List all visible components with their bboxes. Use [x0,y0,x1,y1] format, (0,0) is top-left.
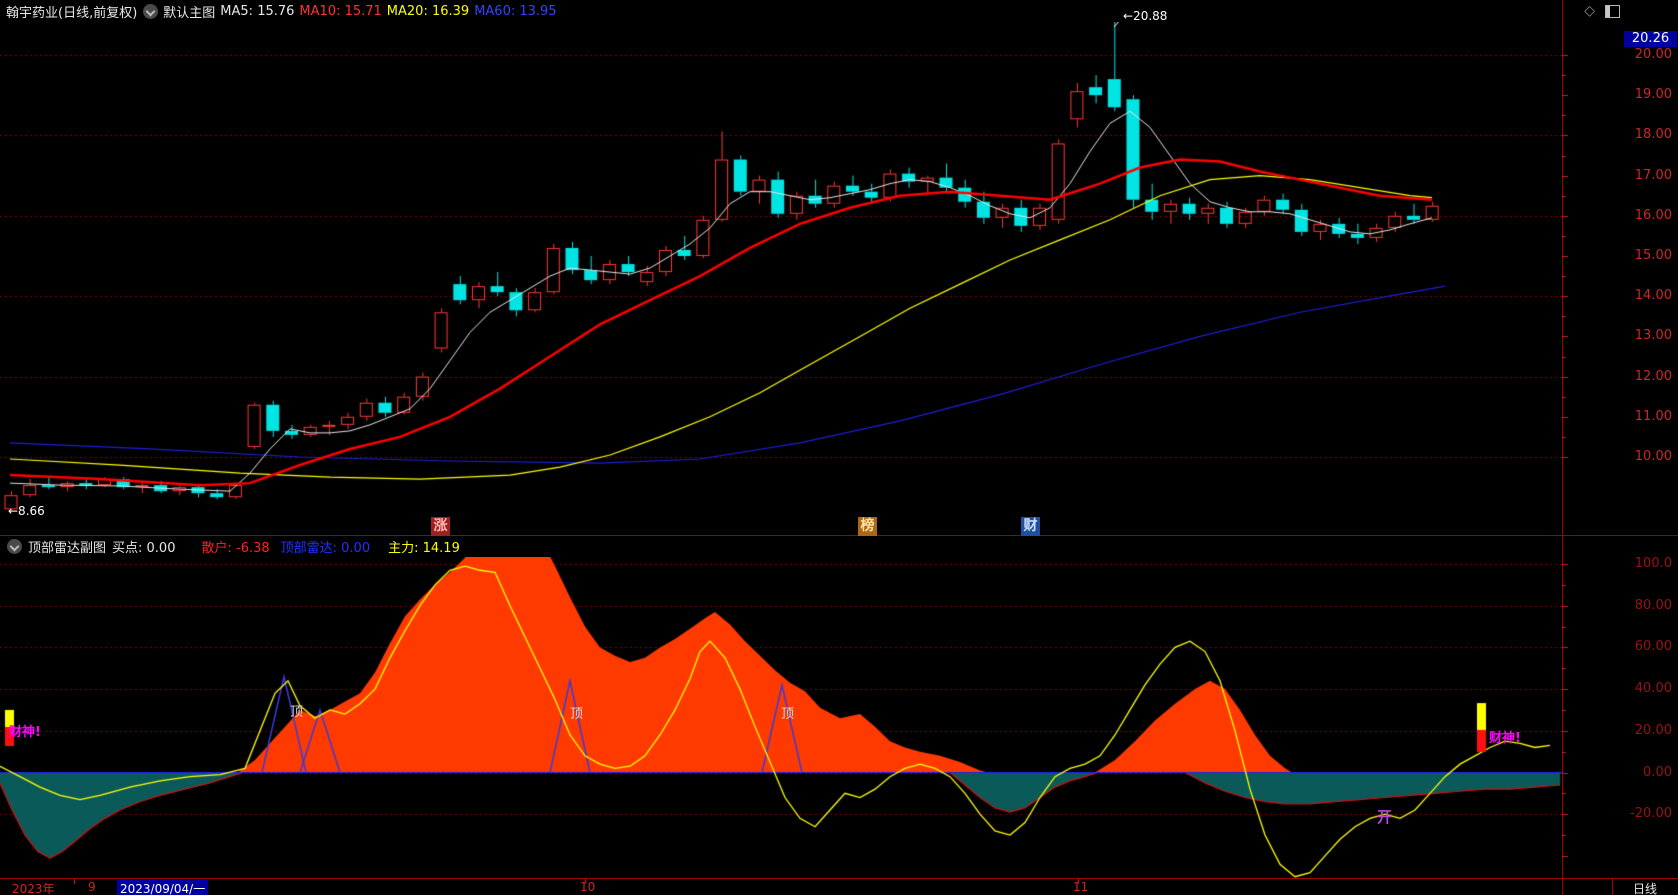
chevron-down-icon[interactable] [7,538,22,554]
watermark-char: 涨 [431,517,450,536]
top-marker-label: 顶 [290,705,304,720]
diamond-icon[interactable]: ◇ [1584,3,1595,19]
time-label: 2023年 [12,882,55,895]
price-label: 14.00 [1634,288,1672,304]
high-annotation: ←20.88 [1123,9,1168,23]
price-label: 20.00 [1634,47,1672,62]
main-chart-canvas[interactable] [0,22,1678,535]
radar-value: 顶部雷达: 0.00 [280,540,371,556]
price-label: 15.00 [1634,248,1672,263]
time-label: 2023/09/04/一 [117,880,209,895]
time-label: 10 [580,880,596,894]
indicator-scale-label: 100.0 [1634,556,1672,571]
last-price-label: 20.26 [1624,31,1677,47]
price-label: 18.00 [1634,127,1672,143]
ma60-value: MA60: 13.95 [474,3,557,19]
caishen-label: 财神! [1489,731,1521,746]
sanhu-value: 散户: -6.38 [201,540,270,556]
caishen-label: 财神! [9,725,41,740]
main-chart-header: 翰宇药业(日线,前复权) 默认主图 MA5: 15.76 MA10: 15.71… [0,0,1678,22]
ma10-value: MA10: 15.71 [299,3,382,19]
watermark-char: 财 [1021,517,1040,536]
price-label: 12.00 [1634,368,1672,384]
panel-layout-icon[interactable] [1605,4,1620,18]
price-label: 19.00 [1634,87,1672,103]
top-marker-label: 顶 [781,707,795,722]
zhuli-value: 主力: 14.19 [388,540,460,556]
price-label: 16.00 [1634,207,1672,223]
stock-title: 翰宇药业(日线,前复权) [6,5,138,21]
indicator-scale-label: 40.00 [1634,681,1672,697]
chevron-down-icon[interactable] [143,3,159,19]
price-label: 17.00 [1634,167,1672,183]
sub-chart-header: 顶部雷达副图 买点: 0.00 散户: -6.38 顶部雷达: 0.00 主力:… [0,536,1678,556]
indicator-scale-label: -20.00 [1630,806,1672,822]
indicator-name[interactable]: 顶部雷达副图 [28,540,107,556]
period-selector[interactable]: 日线 [1613,880,1677,895]
indicator-scale-label: 20.00 [1634,722,1672,738]
time-label: 9 [88,880,96,894]
ma20-value: MA20: 16.39 [386,3,470,19]
low-annotation: ←8.66 [8,504,45,518]
price-label: 11.00 [1634,408,1672,424]
indicator-scale-label: 80.00 [1634,597,1672,613]
main-overlay-name[interactable]: 默认主图 [163,5,216,21]
kai-label: 开 [1377,808,1393,826]
indicator-scale-label: 0.00 [1643,764,1672,780]
watermark-char: 榜 [858,517,877,536]
ma5-value: MA5: 15.76 [220,3,295,19]
buy-point-value: 买点: 0.00 [112,540,176,556]
period-label: 日线 [1632,882,1657,895]
price-label: 13.00 [1634,328,1672,344]
indicator-scale-label: 60.00 [1634,639,1672,655]
panel-separator [0,535,1678,536]
sub-chart-canvas[interactable] [0,557,1678,895]
top-marker-label: 顶 [570,707,584,722]
price-label: 10.00 [1634,449,1672,464]
time-label: 11 [1073,880,1089,894]
